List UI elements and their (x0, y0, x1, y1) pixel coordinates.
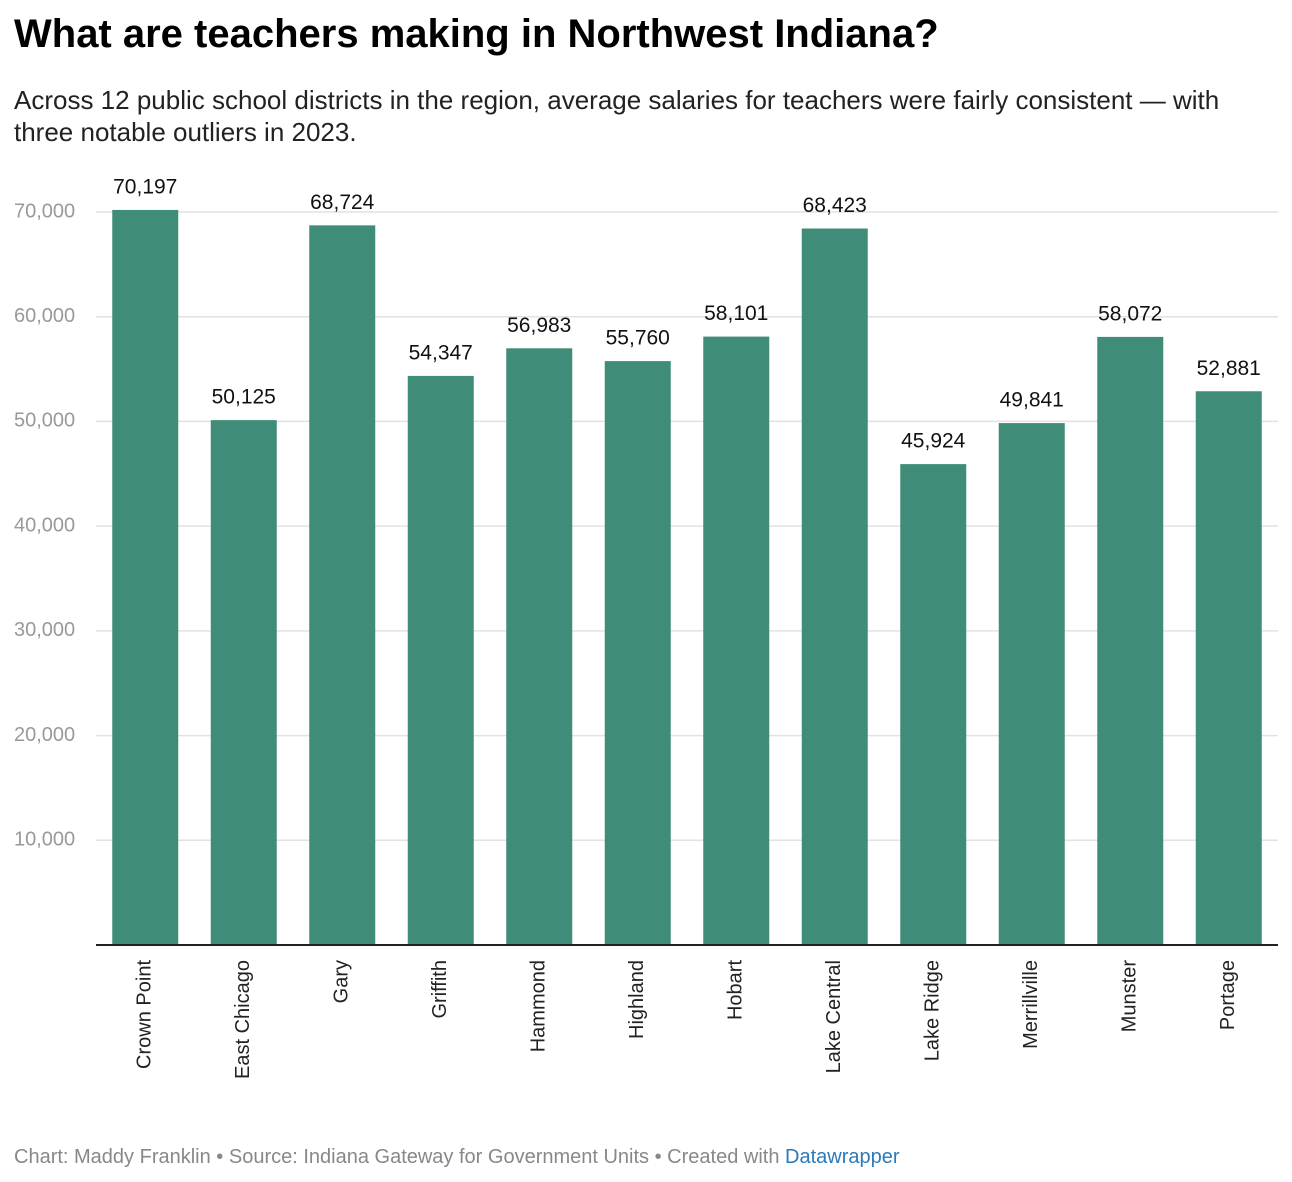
bar (506, 348, 573, 945)
x-tick-label: Munster (1119, 960, 1141, 1033)
footer-credit: Chart: Maddy Franklin • Source: Indiana … (14, 1146, 780, 1168)
value-label: 58,101 (704, 302, 768, 325)
value-label: 56,983 (507, 314, 571, 337)
x-tick-label: Lake Central (823, 960, 845, 1073)
x-tick-label: Merrillville (1020, 960, 1042, 1049)
footer-tool[interactable]: Datawrapper (785, 1146, 900, 1168)
bar (112, 209, 179, 945)
x-tick-label: Griffith (429, 960, 451, 1019)
chart-subtitle: Across 12 public school districts in the… (14, 85, 1220, 147)
x-tick-label: Lake Ridge (922, 960, 944, 1061)
value-label: 49,841 (1000, 389, 1064, 412)
bar (801, 228, 868, 946)
y-tick-label: 70,000 (14, 200, 75, 222)
y-tick-label: 60,000 (14, 305, 75, 327)
x-tick-label: Crown Point (134, 960, 156, 1069)
bar (407, 375, 474, 945)
bar (309, 225, 376, 945)
y-tick-label: 20,000 (14, 724, 75, 746)
chart-title: What are teachers making in Northwest In… (14, 12, 939, 56)
bar (998, 423, 1065, 946)
y-tick-label: 40,000 (14, 514, 75, 536)
value-label: 52,881 (1197, 357, 1261, 380)
value-label: 50,125 (212, 386, 276, 409)
bar (703, 336, 770, 946)
x-tick-label: Portage (1217, 960, 1239, 1030)
bar (1097, 336, 1164, 945)
value-label: 70,197 (113, 175, 177, 198)
value-label: 68,423 (803, 194, 867, 217)
x-tick-label: Hammond (528, 960, 550, 1052)
y-tick-label: 10,000 (14, 829, 75, 851)
bar (900, 464, 967, 945)
y-tick-label: 50,000 (14, 410, 75, 432)
value-label: 45,924 (901, 430, 966, 453)
value-label: 54,347 (409, 341, 473, 364)
value-label: 58,072 (1098, 302, 1162, 325)
x-tick-label: Gary (331, 960, 353, 1003)
bar (210, 420, 277, 945)
x-tick-label: East Chicago (232, 960, 254, 1079)
value-label: 55,760 (606, 327, 670, 350)
bar (604, 361, 671, 945)
footer: Chart: Maddy Franklin • Source: Indiana … (14, 1146, 900, 1169)
y-tick-label: 30,000 (14, 619, 75, 641)
value-label: 68,724 (310, 191, 375, 214)
x-tick-label: Hobart (725, 960, 747, 1020)
chart: 10,000 20,000 30,000 40,000 50,000 60,000 70,0… (14, 175, 1278, 1079)
x-tick-label: Highland (626, 960, 648, 1039)
bar (1195, 391, 1262, 945)
